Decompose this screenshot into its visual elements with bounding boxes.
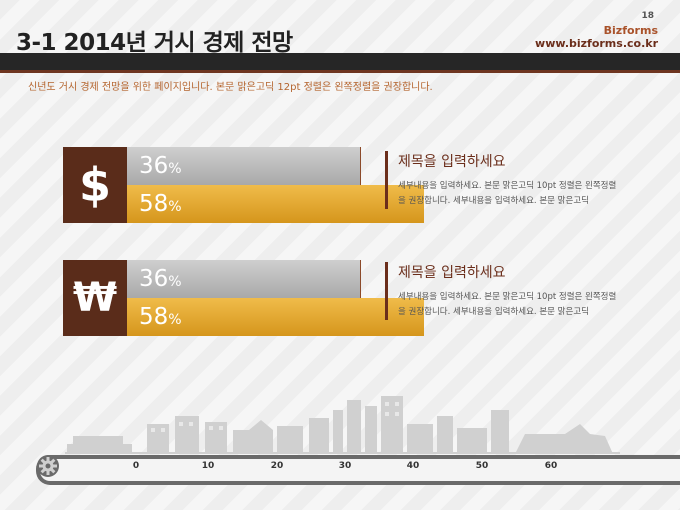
axis-tick-label: 20 (270, 461, 284, 471)
bar-value-gray: 36% (139, 153, 182, 179)
bar-value-gold: 58% (139, 191, 182, 217)
description-body: 세부내용을 입력하세요. 본문 맑은고딕 10pt 정렬은 왼쪽정렬을 권장합니… (398, 181, 617, 206)
brand-logo: Bizforms www.bizforms.co.kr (535, 24, 658, 50)
stat-row-won: ₩ 36% 58% (63, 260, 424, 336)
axis-tick-label: 40 (406, 461, 420, 471)
page-title: 3-1 2014년 거시 경제 전망 (16, 30, 293, 56)
description-body: 세부내용을 입력하세요. 본문 맑은고딕 10pt 정렬은 왼쪽정렬을 권장합니… (398, 292, 617, 317)
description-block: 제목을 입력하세요 세부내용을 입력하세요. 본문 맑은고딕 10pt 정렬은 … (385, 262, 618, 320)
header-bar (0, 53, 680, 73)
axis-tick-label: 0 (132, 461, 140, 471)
city-skyline-illustration (65, 396, 620, 454)
bar-gold: 58% (127, 298, 424, 336)
axis-tick-label: 10 (201, 461, 215, 471)
bar-gray: 36% (127, 260, 360, 298)
brand-name: Bizforms (603, 24, 658, 37)
bar-gold: 58% (127, 185, 424, 223)
page-subtitle: 신년도 거시 경제 전망을 위한 페이지입니다. 본문 맑은고딕 12pt 정렬… (28, 82, 433, 93)
axis-tick-label: 60 (544, 461, 558, 471)
description-block: 제목을 입력하세요 세부내용을 입력하세요. 본문 맑은고딕 10pt 정렬은 … (385, 151, 618, 209)
timeline-axis (36, 455, 680, 485)
won-sign-icon: ₩ (63, 260, 127, 336)
axis-tick-label: 30 (338, 461, 352, 471)
axis-tick-label: 50 (475, 461, 489, 471)
description-title: 제목을 입력하세요 (398, 265, 506, 281)
stat-row-dollar: $ 36% 58% (63, 147, 424, 223)
dollar-sign-icon: $ (63, 147, 127, 223)
brand-url: www.bizforms.co.kr (535, 37, 658, 50)
bar-gray: 36% (127, 147, 360, 185)
bar-value-gold: 58% (139, 304, 182, 330)
page-number: 18 (641, 11, 654, 21)
bar-value-gray: 36% (139, 266, 182, 292)
description-title: 제목을 입력하세요 (398, 154, 506, 170)
gear-icon (37, 455, 59, 477)
